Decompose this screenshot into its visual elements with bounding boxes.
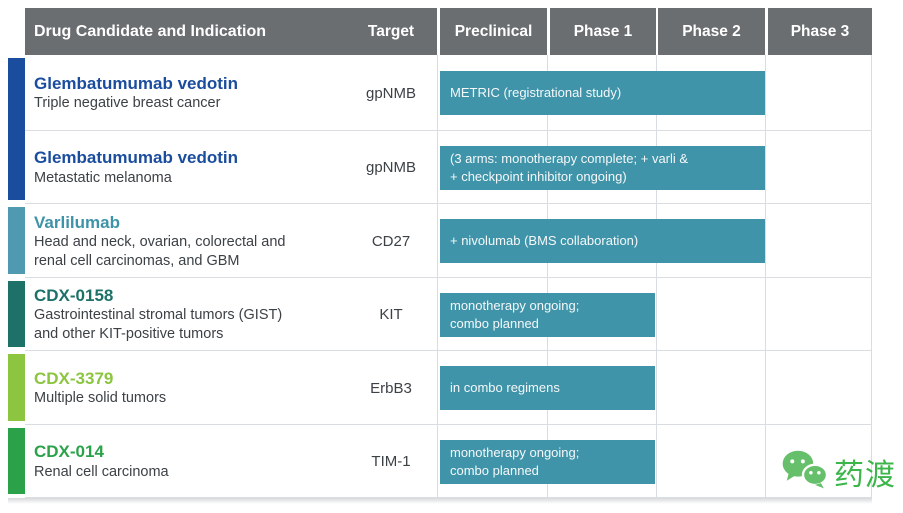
row-accent-bar [8, 354, 25, 421]
drug-cell: Varlilumab Head and neck, ovarian, color… [25, 204, 345, 278]
pipeline-row: CDX-0158 Gastrointestinal stromal tumors… [8, 278, 872, 351]
pipeline-row: Varlilumab Head and neck, ovarian, color… [8, 204, 872, 278]
watermark: 药渡 [781, 449, 896, 494]
row-divider [25, 203, 872, 204]
column-divider [871, 204, 872, 278]
drug-indication: Gastrointestinal stromal tumors (GIST) a… [34, 307, 283, 343]
column-divider [871, 278, 872, 351]
drug-name: Glembatumumab vedotin [34, 73, 239, 93]
row-accent-bar [8, 131, 25, 200]
column-divider [765, 204, 766, 278]
wechat-icon [781, 449, 829, 494]
drug-cell: CDX-0158 Gastrointestinal stromal tumors… [25, 278, 345, 351]
column-divider [437, 55, 438, 131]
drug-cell: Glembatumumab vedotin Triple negative br… [25, 55, 345, 131]
column-divider [871, 131, 872, 204]
column-header-preclinical: Preclinical [440, 8, 547, 55]
phase-bar: + nivolumab (BMS collaboration) [440, 219, 765, 263]
phase-bar: monotherapy ongoing; combo planned [440, 292, 655, 337]
drug-name: Varlilumab [34, 212, 120, 232]
drug-cell: Glembatumumab vedotin Metastatic melanom… [25, 131, 345, 204]
column-header-phase3: Phase 3 [768, 8, 872, 55]
column-divider [437, 351, 438, 425]
row-accent-bar [8, 58, 25, 131]
row-accent-bar [8, 207, 25, 274]
column-divider [437, 278, 438, 351]
target-cell: TIM-1 [371, 453, 411, 470]
column-header-target: Target [367, 22, 415, 40]
phase-track: + nivolumab (BMS collaboration) [437, 204, 872, 278]
drug-name: Glembatumumab vedotin [34, 148, 239, 168]
row-accent-bar [8, 428, 25, 494]
drug-name: CDX-3379 [34, 368, 114, 388]
table-header: Drug Candidate and Indication Target Pre… [25, 8, 872, 55]
drug-cell: CDX-3379 Multiple solid tumors [25, 351, 345, 425]
target-cell: gpNMB [365, 84, 417, 102]
phase-track: monotherapy ongoing; combo planned [437, 278, 872, 351]
drug-indication: Metastatic melanoma [34, 169, 172, 186]
phase-bar: monotherapy ongoing; combo planned [440, 439, 655, 484]
pipeline-row: CDX-3379 Multiple solid tumors ErbB3 in … [8, 351, 872, 425]
row-accent-bar [8, 281, 25, 347]
row-divider [25, 277, 872, 278]
column-divider [871, 55, 872, 131]
phase-bar: METRIC (registrational study) [440, 71, 765, 115]
phase-track: in combo regimens [437, 351, 872, 425]
pipeline-row: CDX-014 Renal cell carcinoma TIM-1 monot… [8, 425, 872, 498]
drug-name: CDX-014 [34, 442, 104, 462]
row-divider [25, 497, 872, 498]
drug-indication: Triple negative breast cancer [34, 95, 221, 112]
header-cell-drug-target: Drug Candidate and Indication Target [25, 8, 437, 55]
drug-indication: Multiple solid tumors [34, 390, 167, 407]
phase-track: (3 arms: monotherapy complete; + varli &… [437, 131, 872, 204]
phase-bar: in combo regimens [440, 366, 655, 410]
column-divider [656, 351, 657, 425]
target-cell: ErbB3 [370, 379, 412, 397]
table-bottom-shadow [8, 498, 872, 504]
column-header-drug: Drug Candidate and Indication [34, 22, 267, 40]
column-divider [765, 278, 766, 351]
target-cell: gpNMB [365, 159, 417, 176]
watermark-text: 药渡 [834, 458, 896, 492]
column-header-phase1: Phase 1 [550, 8, 656, 55]
column-divider [437, 131, 438, 204]
row-divider [25, 424, 872, 425]
drug-name: CDX-0158 [34, 286, 114, 306]
column-divider [871, 351, 872, 425]
target-cell: KIT [379, 306, 403, 323]
drug-cell: CDX-014 Renal cell carcinoma [25, 425, 345, 498]
column-divider [656, 425, 657, 498]
phase-track: monotherapy ongoing; combo planned [437, 425, 872, 498]
pipeline-row: Glembatumumab vedotin Metastatic melanom… [8, 131, 872, 204]
column-divider [765, 351, 766, 425]
column-divider [437, 204, 438, 278]
column-divider [765, 131, 766, 204]
pipeline-row: Glembatumumab vedotin Triple negative br… [8, 55, 872, 131]
phase-track: METRIC (registrational study) [437, 55, 872, 131]
drug-indication: Head and neck, ovarian, colorectal and r… [34, 233, 286, 269]
phase-bar: (3 arms: monotherapy complete; + varli &… [440, 145, 765, 190]
column-header-phase2: Phase 2 [658, 8, 765, 55]
column-divider [765, 425, 766, 498]
column-divider [437, 425, 438, 498]
row-divider [25, 350, 872, 351]
column-divider [765, 55, 766, 131]
target-cell: CD27 [371, 232, 411, 250]
drug-indication: Renal cell carcinoma [34, 463, 169, 480]
column-divider [656, 278, 657, 351]
row-divider [25, 130, 872, 131]
column-divider [871, 425, 872, 498]
